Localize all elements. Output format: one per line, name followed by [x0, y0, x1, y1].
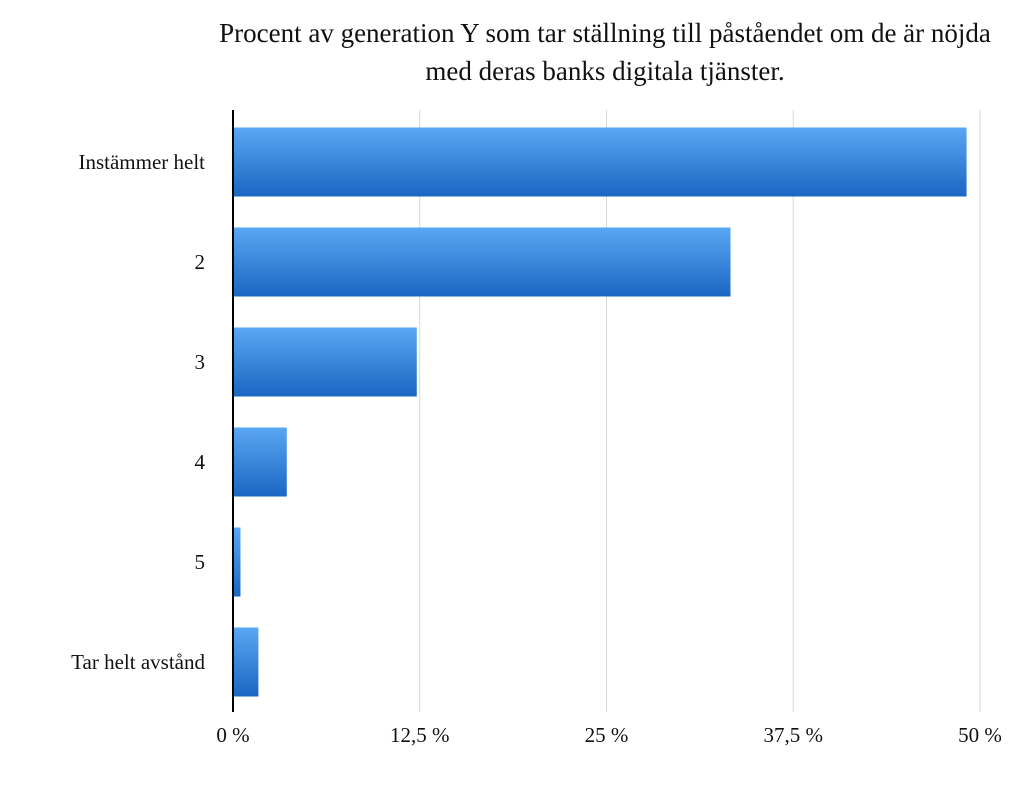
- category-label: Tar helt avstånd: [71, 650, 205, 674]
- bar: [233, 627, 259, 697]
- x-tick-label: 12,5 %: [390, 723, 450, 747]
- category-label: 5: [195, 550, 206, 574]
- x-tick-label: 50 %: [958, 723, 1002, 747]
- labels: 0 % 12,5 % 25 % 37,5 % 50 % Instämmer helt 2 3 4…: [71, 150, 1002, 747]
- gridlines: [419, 110, 981, 712]
- category-label: 2: [195, 250, 206, 274]
- x-tick-label: 0 %: [216, 723, 249, 747]
- bar: [233, 127, 967, 197]
- bar: [233, 227, 731, 297]
- chart-title: Procent av generation Y som tar ställnin…: [219, 18, 991, 86]
- bars: [233, 127, 967, 697]
- bar: [233, 427, 287, 497]
- category-label: 3: [195, 350, 206, 374]
- x-tick-label: 37,5 %: [764, 723, 824, 747]
- bar: [233, 527, 241, 597]
- category-label: 4: [195, 450, 206, 474]
- category-label: Instämmer helt: [78, 150, 205, 174]
- bar: [233, 327, 417, 397]
- x-tick-label: 25 %: [585, 723, 629, 747]
